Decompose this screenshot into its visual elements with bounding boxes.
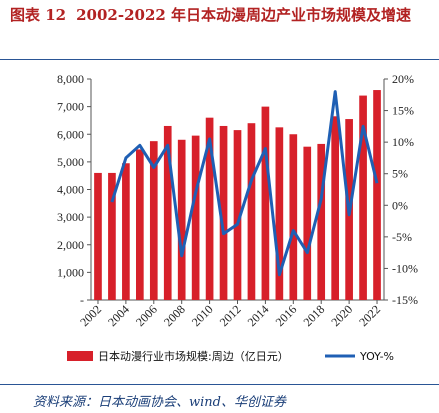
bar-2002	[94, 172, 102, 300]
bar-2013	[247, 123, 256, 300]
y-left-tick-label: 2,000	[57, 238, 84, 252]
x-tick-label: 2012	[217, 302, 244, 329]
bar-2019	[331, 116, 340, 300]
bar-2005	[135, 149, 144, 300]
x-tick-label: 2008	[161, 302, 188, 329]
figure-title-text: 2002-2022 年日本动漫周边产业市场规模及增速	[76, 6, 412, 24]
bar-2021	[359, 95, 367, 300]
y-left-tick-label: 6,000	[57, 127, 84, 141]
bar-2006	[149, 141, 158, 300]
bar-2014	[261, 106, 270, 300]
bar-2007	[163, 125, 172, 301]
x-tick-label: 2020	[328, 302, 355, 329]
x-tick-label: 2014	[245, 302, 272, 329]
bar-2022	[373, 90, 381, 300]
legend-label-line: YOY-%	[359, 350, 394, 363]
bar-2004	[122, 163, 130, 300]
bar-2008	[177, 139, 186, 300]
bar-2015	[275, 127, 284, 300]
x-tick-label: 2022	[356, 302, 383, 329]
x-tick-label: 2010	[189, 302, 216, 329]
bar-2009	[191, 135, 200, 300]
y-right-tick-label: -5%	[392, 230, 412, 244]
y-left-tick-label: 4,000	[57, 183, 84, 197]
y-right-tick-label: 0%	[392, 198, 408, 212]
legend-label-bar: 日本动漫行业市场规模:周边（亿日元）	[98, 349, 289, 363]
figure-title: 图表 12 2002-2022 年日本动漫周边产业市场规模及增速	[10, 3, 430, 28]
bar-2017	[303, 146, 312, 300]
y-right-tick-label: 15%	[392, 104, 414, 118]
y-left-tick-label: 3,000	[57, 210, 84, 224]
x-tick-label: 2004	[105, 302, 132, 329]
bar-2003	[108, 172, 116, 300]
figure-number: 图表 12	[10, 6, 67, 24]
bar-2016	[289, 134, 298, 300]
x-tick-label: 2016	[273, 302, 300, 329]
y-right-tick-label: -10%	[392, 261, 418, 275]
x-tick-label: 2018	[300, 302, 327, 329]
bar-2018	[317, 143, 326, 300]
legend-swatch-bar	[67, 351, 93, 361]
y-left-tick-label: -	[80, 293, 84, 307]
y-right-tick-label: -15%	[392, 293, 418, 307]
yoy-line	[110, 90, 379, 277]
bar-2012	[233, 130, 242, 300]
y-left-tick-label: 5,000	[57, 155, 84, 169]
y-left-tick-label: 8,000	[57, 72, 84, 86]
source-note: 资料来源：日本动画协会、wind、华创证券	[33, 395, 286, 410]
y-left-tick-label: 7,000	[57, 100, 84, 114]
y-right-tick-label: 10%	[392, 135, 414, 149]
y-right-tick-label: 5%	[392, 167, 408, 181]
bottom-divider	[0, 384, 439, 385]
x-tick-label: 2006	[133, 302, 160, 329]
bar-2011	[219, 125, 228, 301]
y-left-tick-label: 1,000	[57, 265, 84, 279]
bar-2010	[205, 117, 214, 300]
top-divider	[0, 59, 439, 60]
y-right-tick-label: 20%	[392, 72, 414, 86]
